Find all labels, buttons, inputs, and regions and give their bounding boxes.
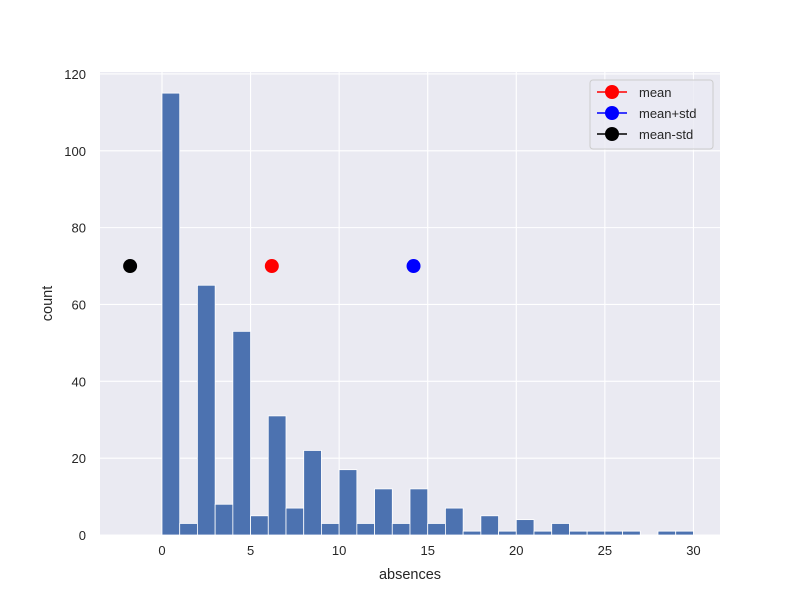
x-tick-label: 30 — [686, 543, 700, 558]
histogram-bar — [250, 515, 269, 536]
histogram-bar — [675, 530, 694, 536]
stat-markers — [123, 259, 421, 274]
marker-mean-std — [123, 259, 138, 274]
histogram-bars — [161, 92, 694, 536]
x-tick-label: 20 — [509, 543, 523, 558]
histogram-bar — [515, 519, 535, 536]
histogram-bar — [232, 330, 251, 536]
histogram-bar — [462, 530, 482, 536]
histogram-bar — [197, 284, 216, 536]
histogram-bar — [179, 523, 198, 536]
x-axis-ticks: 0 5 10 15 20 25 30 — [158, 543, 700, 558]
x-tick-label: 5 — [247, 543, 254, 558]
x-tick-label: 15 — [420, 543, 434, 558]
histogram-bar — [604, 530, 623, 536]
y-tick-label: 0 — [79, 528, 86, 543]
marker-mean-plus-std — [406, 259, 421, 274]
histogram-bar — [161, 92, 181, 536]
legend-marker-icon — [605, 127, 619, 141]
x-tick-label: 0 — [158, 543, 165, 558]
y-tick-label: 100 — [64, 144, 86, 159]
histogram-bar — [374, 488, 393, 536]
legend-marker-icon — [605, 85, 619, 99]
y-tick-label: 60 — [72, 297, 86, 312]
histogram-bar — [356, 523, 375, 536]
histogram-bar — [622, 530, 641, 536]
histogram-bar — [303, 450, 322, 536]
y-tick-label: 120 — [64, 67, 86, 82]
histogram-bar — [409, 488, 429, 536]
legend-box — [589, 79, 714, 150]
legend-marker-icon — [605, 106, 619, 120]
y-tick-label: 40 — [72, 374, 86, 389]
histogram-bar — [480, 515, 499, 536]
histogram-bar — [427, 523, 446, 536]
x-axis-label: absences — [379, 567, 441, 583]
histogram-bar — [657, 530, 677, 536]
histogram-bar — [321, 523, 340, 536]
histogram-bar — [267, 415, 287, 536]
y-axis-label: count — [40, 286, 56, 321]
y-axis-ticks: 0 20 40 60 80 100 120 — [64, 67, 86, 543]
histogram-bar — [569, 530, 588, 536]
legend: mean mean+std mean-std — [589, 79, 714, 150]
legend-label: mean-std — [639, 127, 693, 142]
y-tick-label: 20 — [72, 451, 86, 466]
x-tick-label: 25 — [598, 543, 612, 558]
histogram-bar — [498, 530, 517, 536]
histogram-bar — [551, 523, 570, 536]
histogram-bar — [445, 507, 464, 536]
y-tick-label: 80 — [72, 221, 86, 236]
histogram-bar — [214, 503, 234, 536]
histogram-bar — [338, 469, 358, 536]
x-tick-label: 10 — [332, 543, 346, 558]
marker-mean — [264, 259, 279, 274]
legend-label: mean — [639, 85, 672, 100]
histogram-bar — [533, 530, 553, 536]
histogram-bar — [285, 507, 305, 536]
histogram-bar — [586, 530, 606, 536]
histogram-bar — [391, 523, 411, 536]
legend-label: mean+std — [639, 106, 696, 121]
